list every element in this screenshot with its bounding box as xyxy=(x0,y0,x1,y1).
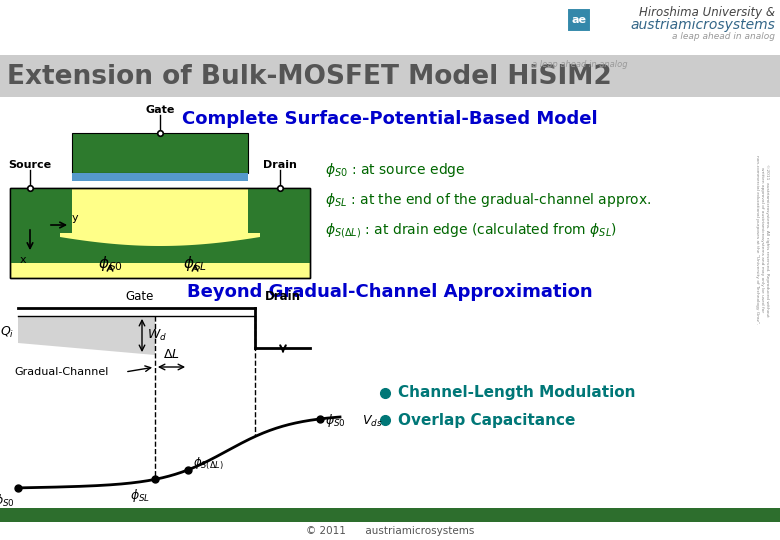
Bar xyxy=(0,508,780,522)
Text: Drain: Drain xyxy=(263,160,297,170)
Text: $Q_i$: $Q_i$ xyxy=(0,325,14,340)
Bar xyxy=(10,188,72,233)
Text: $\Delta L$: $\Delta L$ xyxy=(162,348,179,361)
Bar xyxy=(567,8,591,32)
Text: Drain: Drain xyxy=(265,290,301,303)
Bar xyxy=(10,233,60,263)
Text: Channel-Length Modulation: Channel-Length Modulation xyxy=(398,386,636,401)
Text: ae: ae xyxy=(572,15,587,25)
Text: a leap ahead in analog: a leap ahead in analog xyxy=(672,32,775,41)
Text: $W_d$: $W_d$ xyxy=(147,327,167,342)
Text: $\phi_{S(\Delta L)}$: $\phi_{S(\Delta L)}$ xyxy=(193,456,224,472)
Text: $\phi_{S(\Delta L)}$ : at drain edge (calculated from $\phi_{SL}$): $\phi_{S(\Delta L)}$ : at drain edge (ca… xyxy=(325,220,617,240)
Text: Beyond Gradual-Channel Approximation: Beyond Gradual-Channel Approximation xyxy=(187,283,593,301)
Text: $\phi_{S0}$: $\phi_{S0}$ xyxy=(98,254,122,273)
Bar xyxy=(72,133,248,173)
Text: $\phi_{SL}$ : at the end of the gradual-channel approx.: $\phi_{SL}$ : at the end of the gradual-… xyxy=(325,191,651,209)
Bar xyxy=(10,188,310,278)
Text: $\phi_{S0}$: $\phi_{S0}$ xyxy=(324,413,346,429)
Text: a leap ahead in analog: a leap ahead in analog xyxy=(532,60,628,69)
Text: $\phi_{S0}$ : at source edge: $\phi_{S0}$ : at source edge xyxy=(325,161,466,179)
Text: Extension of Bulk-MOSFET Model HiSIM2: Extension of Bulk-MOSFET Model HiSIM2 xyxy=(7,64,612,90)
Text: $\phi_{SL}$: $\phi_{SL}$ xyxy=(183,254,207,273)
Text: Hiroshima University &: Hiroshima University & xyxy=(639,6,775,19)
Text: $\phi_{SL}$: $\phi_{SL}$ xyxy=(130,487,151,504)
Text: Source: Source xyxy=(9,160,51,170)
Text: $V_{ds}$: $V_{ds}$ xyxy=(362,414,382,429)
Text: Gradual-Channel: Gradual-Channel xyxy=(14,367,108,377)
Polygon shape xyxy=(10,228,310,263)
Text: x: x xyxy=(20,255,26,265)
Polygon shape xyxy=(18,316,155,355)
Bar xyxy=(260,233,310,263)
Text: Gate: Gate xyxy=(145,105,175,115)
Bar xyxy=(0,0,780,55)
Bar xyxy=(10,188,310,278)
Bar xyxy=(0,522,780,540)
Text: Complete Surface-Potential-Based Model: Complete Surface-Potential-Based Model xyxy=(183,110,597,128)
Bar xyxy=(0,55,780,97)
Text: Gate: Gate xyxy=(126,290,154,303)
Text: © 2011      austriamicrosystems: © 2011 austriamicrosystems xyxy=(306,526,474,536)
Bar xyxy=(72,173,248,181)
Text: $\phi_{S0}$: $\phi_{S0}$ xyxy=(0,492,15,509)
Bar xyxy=(248,188,310,233)
Bar xyxy=(0,97,780,509)
Text: ©2011  austriamicrosystems. All rights reserved. Reproduced without
written appr: ©2011 austriamicrosystems. All rights re… xyxy=(755,156,768,325)
Text: austriamicrosystems: austriamicrosystems xyxy=(630,18,775,32)
Text: Overlap Capacitance: Overlap Capacitance xyxy=(398,413,576,428)
Text: y: y xyxy=(72,213,79,223)
